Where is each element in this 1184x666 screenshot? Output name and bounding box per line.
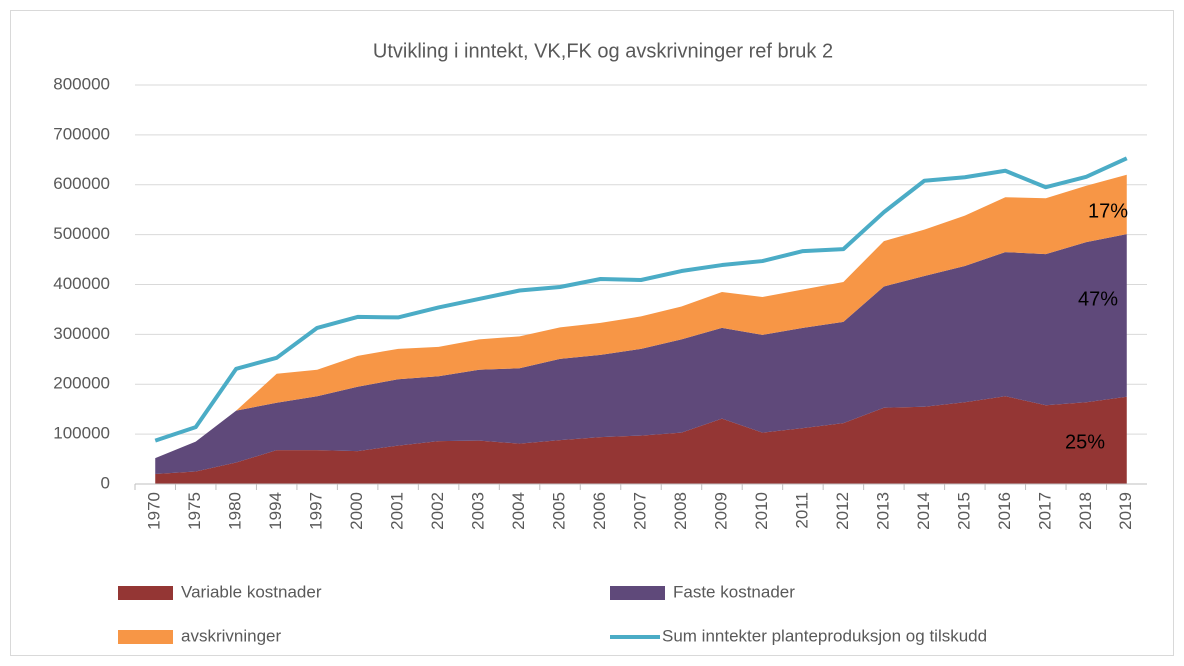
x-tick-label: 2012 (833, 492, 852, 530)
x-tick-label: 2008 (671, 492, 690, 530)
x-tick-label: 2005 (550, 492, 569, 530)
x-tick-label: 2002 (428, 492, 447, 530)
x-tick-label: 2017 (1035, 492, 1054, 530)
x-tick-label: 2004 (509, 492, 528, 530)
x-tick-label: 1997 (307, 492, 326, 530)
x-tick-label: 2019 (1116, 492, 1135, 530)
x-tick-label: 2018 (1076, 492, 1095, 530)
legend-label: Faste kostnader (673, 582, 795, 601)
area (155, 396, 1127, 484)
chart-title: Utvikling i inntekt, VK,FK og avskrivnin… (373, 40, 833, 62)
legend-swatch (118, 586, 173, 600)
y-tick-label: 100000 (53, 424, 110, 443)
x-tick-label: 2006 (590, 492, 609, 530)
x-tick-label: 2013 (873, 492, 892, 530)
annotation: 17% (1088, 200, 1128, 222)
y-tick-label: 700000 (53, 124, 110, 143)
y-tick-label: 400000 (53, 274, 110, 293)
x-tick-label: 2000 (347, 492, 366, 530)
x-tick-label: 2009 (711, 492, 730, 530)
line (154, 156, 1128, 443)
x-tick-label: 2010 (752, 492, 771, 530)
y-tick-label: 800000 (53, 74, 110, 93)
legend-label: Variable kostnader (181, 582, 322, 601)
annotation: 25% (1065, 431, 1105, 453)
legend-label: avskrivninger (181, 626, 281, 645)
area (155, 174, 1127, 459)
x-tick-label: 2014 (914, 492, 933, 530)
x-tick-label: 1980 (226, 492, 245, 530)
y-tick-label: 0 (101, 473, 110, 492)
area (155, 234, 1127, 475)
y-tick-label: 200000 (53, 374, 110, 393)
legend-swatch (118, 630, 173, 644)
x-tick-label: 2001 (388, 492, 407, 530)
x-tick-label: 1994 (266, 492, 285, 530)
legend-swatch (610, 586, 665, 600)
legend-label: Sum inntekter planteproduksjon og tilsku… (662, 626, 987, 645)
x-tick-label: 1970 (145, 492, 164, 530)
y-tick-label: 300000 (53, 324, 110, 343)
y-tick-label: 500000 (53, 224, 110, 243)
x-tick-label: 2003 (469, 492, 488, 530)
x-tick-label: 2016 (995, 492, 1014, 530)
annotation: 47% (1078, 288, 1118, 310)
y-tick-label: 600000 (53, 174, 110, 193)
x-tick-label: 1975 (185, 492, 204, 530)
x-tick-label: 2015 (954, 492, 973, 530)
x-tick-label: 2011 (792, 492, 811, 529)
x-tick-label: 2007 (630, 492, 649, 530)
